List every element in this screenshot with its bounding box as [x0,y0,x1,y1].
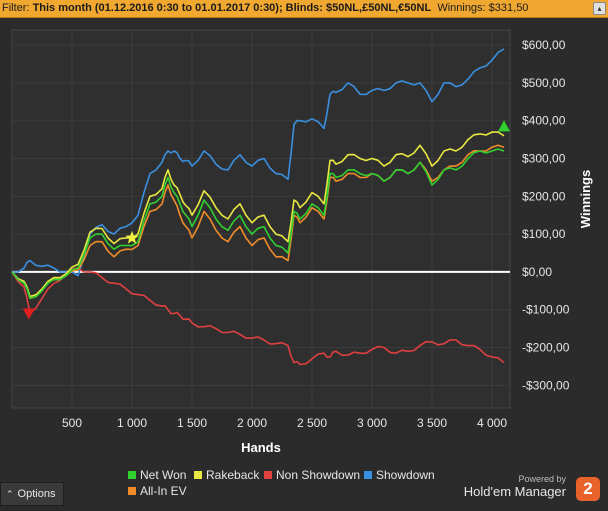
y-tick-label: $500,00 [522,76,566,90]
legend-swatch [128,471,136,479]
legend-label[interactable]: Net Won [140,468,186,482]
y-tick-label: $200,00 [522,189,566,203]
powered-by-text: Powered by [518,474,566,484]
min-marker [22,308,35,320]
x-tick-label: 4 000 [477,416,507,430]
legend-swatch [194,471,202,479]
y-tick-label: $300,00 [522,152,566,166]
x-tick-label: 500 [62,416,82,430]
y-axis-label: Winnings [578,170,593,228]
y-tick-label: $100,00 [522,227,566,241]
x-tick-label: 3 500 [417,416,447,430]
x-tick-label: 1 500 [177,416,207,430]
y-tick-label: -$100,00 [522,303,570,317]
y-tick-label: $600,00 [522,38,566,52]
hm-logo: 2 [576,477,600,501]
filter-winnings: Winnings: $331,50 [437,2,529,14]
legend-label[interactable]: Rakeback [206,468,260,482]
series-line-net-won [11,148,505,300]
x-tick-label: 3 000 [357,416,387,430]
graph-area: 500 1 000 1 500 2 000 2 500 3 000 3 500 4 000 -$… [0,18,608,506]
options-button[interactable]: ⌃ Options [0,482,64,506]
chevron-up-icon[interactable]: ▴ [593,2,606,15]
legend-swatch [128,487,136,495]
legend-swatch [364,471,372,479]
brand-name: Hold'em Manager [463,484,566,499]
chevron-up-icon: ⌃ [6,489,14,499]
filter-bar[interactable]: Filter: This month (01.12.2016 0:30 to 0… [0,0,608,18]
x-axis-label: Hands [241,440,281,455]
series-line-showdown [11,48,505,277]
y-tick-label: -$300,00 [522,378,570,392]
legend-label[interactable]: All-In EV [140,484,187,498]
legend-swatch [264,471,272,479]
filter-label: Filter: [2,2,30,14]
filter-value: This month (01.12.2016 0:30 to 01.01.201… [32,2,432,14]
series-line-rakeback [11,131,505,298]
y-tick-label: $400,00 [522,114,566,128]
x-tick-label: 2 500 [297,416,327,430]
legend-label[interactable]: Non Showdown [276,468,360,482]
x-tick-label: 2 000 [237,416,267,430]
end-marker [498,120,510,132]
plot-area [11,29,511,409]
options-label: Options [17,488,56,500]
series-line-non-showdown [11,267,505,366]
x-tick-label: 1 000 [117,416,147,430]
y-tick-label: $0,00 [522,265,552,279]
star-marker [125,230,139,244]
legend-label[interactable]: Showdown [376,468,435,482]
y-tick-label: -$200,00 [522,341,570,355]
winnings-chart: 500 1 000 1 500 2 000 2 500 3 000 3 500 4 000 -$… [11,29,593,498]
